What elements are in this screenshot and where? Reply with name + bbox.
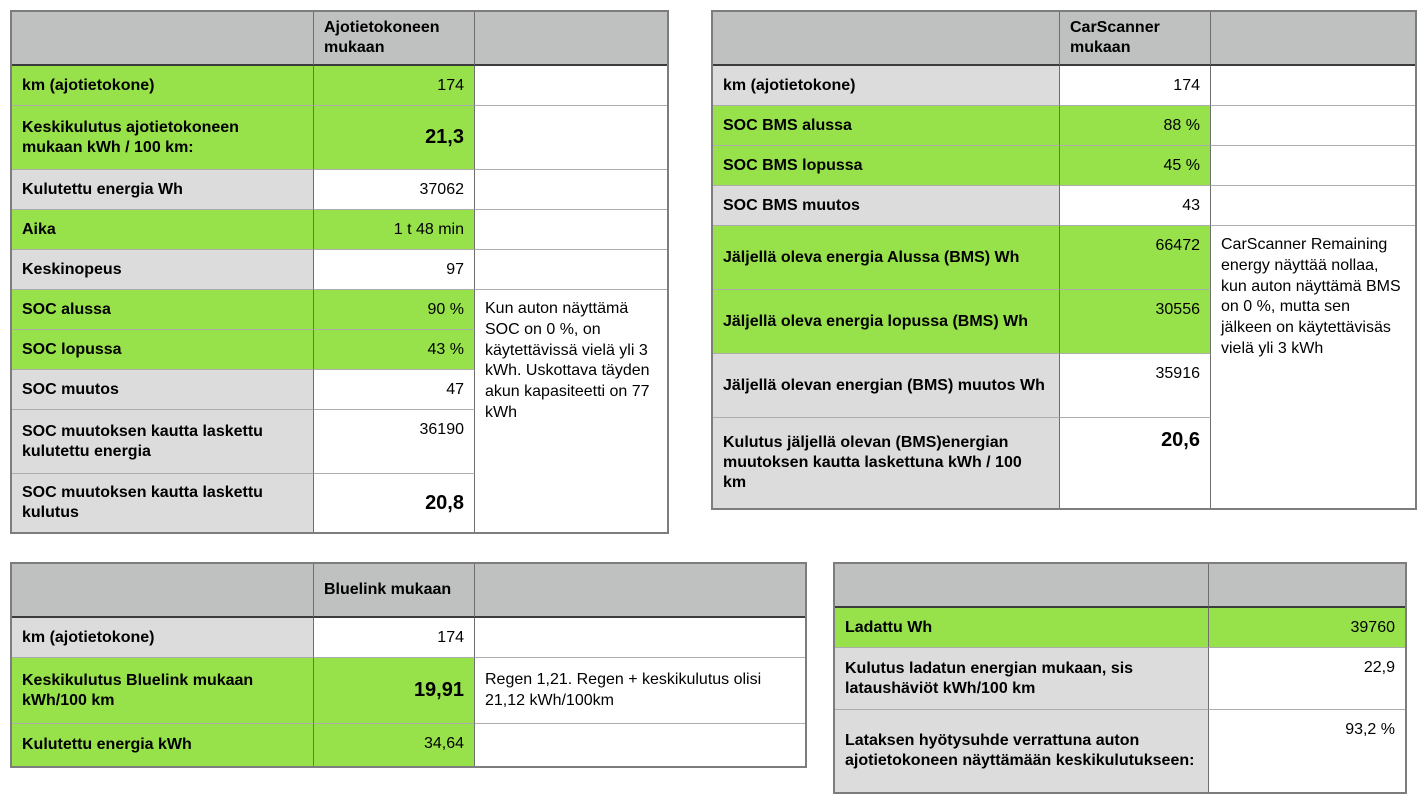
empty-cell[interactable] [1211,146,1415,186]
value-cell[interactable]: 45 % [1060,146,1211,186]
value-cell[interactable]: 19,91 [314,658,475,724]
header-cell[interactable] [12,12,314,66]
empty-cell[interactable] [475,250,667,290]
label-cell[interactable]: Jäljellä oleva energia lopussa (BMS) Wh [713,290,1060,354]
empty-cell[interactable] [475,210,667,250]
bluelink-table: Bluelink mukaan km (ajotietokone) 174 Ke… [10,562,807,768]
label-cell[interactable]: Ladattu Wh [835,608,1209,648]
value-cell[interactable]: 1 t 48 min [314,210,475,250]
value-cell[interactable]: 39760 [1209,608,1405,648]
value-cell[interactable]: 20,8 [314,474,475,532]
label-cell[interactable]: Kulutettu energia kWh [12,724,314,766]
empty-cell[interactable] [475,66,667,106]
header-cell[interactable]: Ajotietokoneen mukaan [314,12,475,66]
value-cell[interactable]: 30556 [1060,290,1211,354]
header-cell[interactable] [713,12,1060,66]
header-cell[interactable] [1209,564,1405,608]
header-cell[interactable] [475,564,805,618]
label-cell[interactable]: Aika [12,210,314,250]
label-cell[interactable]: km (ajotietokone) [713,66,1060,106]
header-cell[interactable] [12,564,314,618]
value-cell[interactable]: 37062 [314,170,475,210]
label-cell[interactable]: SOC muutoksen kautta laskettu kulutus [12,474,314,532]
empty-cell[interactable] [475,170,667,210]
label-cell[interactable]: SOC BMS alussa [713,106,1060,146]
empty-cell[interactable] [1211,186,1415,226]
header-cell[interactable] [835,564,1209,608]
value-cell[interactable]: 20,6 [1060,418,1211,508]
label-cell[interactable]: Kulutus jäljellä olevan (BMS)energian mu… [713,418,1060,508]
label-cell[interactable]: Keskikulutus Bluelink mukaan kWh/100 km [12,658,314,724]
value-cell[interactable]: 21,3 [314,106,475,170]
label-cell[interactable]: Keskinopeus [12,250,314,290]
label-cell[interactable]: Jäljellä olevan energian (BMS) muutos Wh [713,354,1060,418]
note-cell[interactable]: Kun auton näyttämä SOC on 0 %, on käytet… [475,290,667,532]
header-cell[interactable] [475,12,667,66]
label-cell[interactable]: SOC muutoksen kautta laskettu kulutettu … [12,410,314,474]
label-cell[interactable]: SOC alussa [12,290,314,330]
empty-cell[interactable] [1211,106,1415,146]
carscanner-table: CarScanner mukaan km (ajotietokone) 174 … [711,10,1417,510]
value-cell[interactable]: 93,2 % [1209,710,1405,792]
value-cell[interactable]: 34,64 [314,724,475,766]
label-cell[interactable]: Jäljellä oleva energia Alussa (BMS) Wh [713,226,1060,290]
value-cell[interactable]: 174 [314,66,475,106]
charging-table: Ladattu Wh 39760 Kulutus ladatun energia… [833,562,1407,794]
header-cell[interactable]: CarScanner mukaan [1060,12,1211,66]
empty-cell[interactable] [1211,66,1415,106]
note-cell[interactable]: CarScanner Remaining energy näyttää noll… [1211,226,1415,508]
value-cell[interactable]: 43 [1060,186,1211,226]
header-cell[interactable] [1211,12,1415,66]
value-cell[interactable]: 90 % [314,290,475,330]
value-cell[interactable]: 174 [1060,66,1211,106]
value-cell[interactable]: 47 [314,370,475,410]
label-cell[interactable]: Kulutettu energia Wh [12,170,314,210]
empty-cell[interactable] [475,618,805,658]
value-cell[interactable]: 66472 [1060,226,1211,290]
note-cell[interactable]: Regen 1,21. Regen + keskikulutus olisi 2… [475,658,805,724]
value-cell[interactable]: 97 [314,250,475,290]
label-cell[interactable]: km (ajotietokone) [12,618,314,658]
value-cell[interactable]: 35916 [1060,354,1211,418]
label-cell[interactable]: km (ajotietokone) [12,66,314,106]
header-cell[interactable]: Bluelink mukaan [314,564,475,618]
value-cell[interactable]: 88 % [1060,106,1211,146]
value-cell[interactable]: 43 % [314,330,475,370]
value-cell[interactable]: 36190 [314,410,475,474]
label-cell[interactable]: SOC lopussa [12,330,314,370]
trip-computer-table: Ajotietokoneen mukaan km (ajotietokone) … [10,10,669,534]
label-cell[interactable]: Kulutus ladatun energian mukaan, sis lat… [835,648,1209,710]
empty-cell[interactable] [475,106,667,170]
label-cell[interactable]: Lataksen hyötysuhde verrattuna auton ajo… [835,710,1209,792]
value-cell[interactable]: 22,9 [1209,648,1405,710]
value-cell[interactable]: 174 [314,618,475,658]
empty-cell[interactable] [475,724,805,766]
label-cell[interactable]: SOC muutos [12,370,314,410]
label-cell[interactable]: SOC BMS lopussa [713,146,1060,186]
label-cell[interactable]: Keskikulutus ajotietokoneen mukaan kWh /… [12,106,314,170]
label-cell[interactable]: SOC BMS muutos [713,186,1060,226]
